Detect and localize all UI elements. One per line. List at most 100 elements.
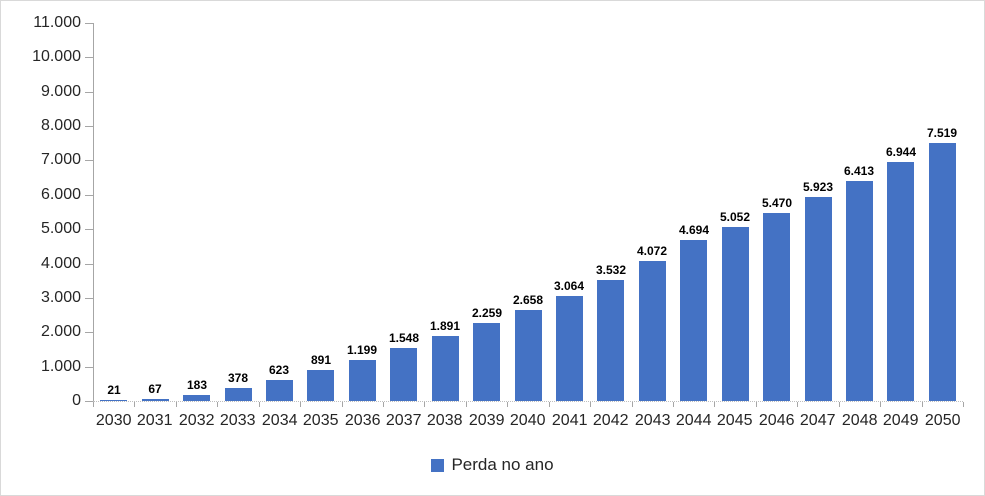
y-axis-tick-label: 6.000: [40, 185, 81, 203]
bar: [473, 323, 500, 401]
x-axis-tick-label: 2044: [675, 412, 712, 429]
bar-value-label: 5.470: [761, 196, 793, 210]
bar-value-label: 623: [268, 363, 290, 377]
y-axis-tick-label: 8.000: [40, 117, 81, 135]
x-axis-tick: [963, 402, 964, 407]
bar-value-label: 2.658: [512, 293, 544, 307]
y-axis-tick: [85, 263, 93, 265]
bar-value-label: 3.064: [553, 279, 585, 293]
bar: [556, 296, 583, 401]
x-axis-tick: [756, 402, 757, 407]
x-axis-tick: [424, 402, 425, 407]
bar-value-label: 6.413: [843, 164, 875, 178]
y-axis-tick: [85, 366, 93, 368]
bar: [722, 227, 749, 401]
x-axis-tick: [632, 402, 633, 407]
x-axis-tick-label: 2030: [95, 412, 132, 429]
x-axis-tick: [797, 402, 798, 407]
y-axis-tick: [85, 126, 93, 128]
bar: [597, 280, 624, 401]
bar-value-label: 1.199: [346, 343, 378, 357]
y-axis-tick: [85, 23, 93, 24]
bar: [887, 162, 914, 401]
y-axis-tick-label: 1.000: [40, 357, 81, 375]
y-axis-tick-label: 0: [72, 392, 81, 409]
bar-value-label: 378: [227, 371, 249, 385]
x-axis-tick: [922, 402, 923, 407]
x-axis-tick: [342, 402, 343, 407]
x-axis-tick: [590, 402, 591, 407]
bar-value-label: 7.519: [926, 126, 958, 140]
bar-value-label: 21: [107, 383, 121, 397]
x-axis-line: [93, 401, 963, 402]
bar-value-label: 4.072: [636, 244, 668, 258]
bar-value-label: 6.944: [885, 145, 917, 159]
y-axis-tick: [85, 91, 93, 93]
x-axis-tick: [549, 402, 550, 407]
x-axis-tick-label: 2036: [344, 412, 381, 429]
bar-value-label: 183: [186, 378, 208, 392]
bar: [142, 399, 169, 401]
x-axis-tick: [259, 402, 260, 407]
bar: [307, 370, 334, 401]
bar-value-label: 891: [310, 353, 332, 367]
y-axis-tick: [85, 401, 93, 402]
bar: [929, 143, 956, 401]
x-axis-tick: [880, 402, 881, 407]
x-axis-tick: [839, 402, 840, 407]
bar: [349, 360, 376, 401]
bar: [680, 240, 707, 401]
x-axis-tick-label: 2039: [468, 412, 505, 429]
bar-value-label: 3.532: [595, 263, 627, 277]
bar: [432, 336, 459, 401]
bar-value-label: 4.694: [678, 223, 710, 237]
x-axis-tick-label: 2043: [634, 412, 671, 429]
x-axis-tick-label: 2034: [261, 412, 298, 429]
x-axis-tick-label: 2045: [716, 412, 753, 429]
x-axis-tick-label: 2047: [799, 412, 836, 429]
x-axis-tick-label: 2038: [426, 412, 463, 429]
x-axis-tick-label: 2048: [841, 412, 878, 429]
legend: Perda no ano: [1, 455, 984, 475]
y-axis-tick: [85, 229, 93, 231]
y-axis-tick: [85, 332, 93, 334]
bar-value-label: 5.923: [802, 180, 834, 194]
y-axis-tick-label: 5.000: [40, 220, 81, 238]
x-axis-tick-label: 2031: [136, 412, 173, 429]
bar: [183, 395, 210, 401]
x-axis-tick-label: 2042: [592, 412, 629, 429]
y-axis-line: [93, 23, 94, 401]
y-axis-tick-label: 3.000: [40, 288, 81, 306]
x-axis-tick: [93, 402, 94, 407]
bar: [100, 400, 127, 401]
bar-value-label: 67: [148, 382, 162, 396]
y-axis-tick: [85, 194, 93, 196]
y-axis-tick-label: 7.000: [40, 151, 81, 169]
bar: [225, 388, 252, 401]
bar: [846, 181, 873, 401]
x-axis-tick-label: 2050: [924, 412, 961, 429]
bar: [515, 310, 542, 401]
bar-value-label: 2.259: [471, 306, 503, 320]
x-axis-tick-label: 2046: [758, 412, 795, 429]
x-axis-tick: [176, 402, 177, 407]
x-axis-tick-label: 2033: [219, 412, 256, 429]
y-axis-tick: [85, 57, 93, 59]
y-axis-tick-label: 10.000: [32, 48, 81, 66]
bar: [266, 380, 293, 401]
y-axis-tick-label: 9.000: [40, 82, 81, 100]
y-axis-tick-label: 4.000: [40, 254, 81, 272]
bar: [639, 261, 666, 401]
x-axis-tick-label: 2040: [509, 412, 546, 429]
bar: [763, 213, 790, 401]
bar-value-label: 1.891: [429, 319, 461, 333]
x-axis-tick-label: 2049: [882, 412, 919, 429]
x-axis-tick: [300, 402, 301, 407]
x-axis-tick: [134, 402, 135, 407]
bar-value-label: 1.548: [388, 331, 420, 345]
x-axis-tick-label: 2035: [302, 412, 339, 429]
bar: [805, 197, 832, 401]
x-axis-tick: [507, 402, 508, 407]
